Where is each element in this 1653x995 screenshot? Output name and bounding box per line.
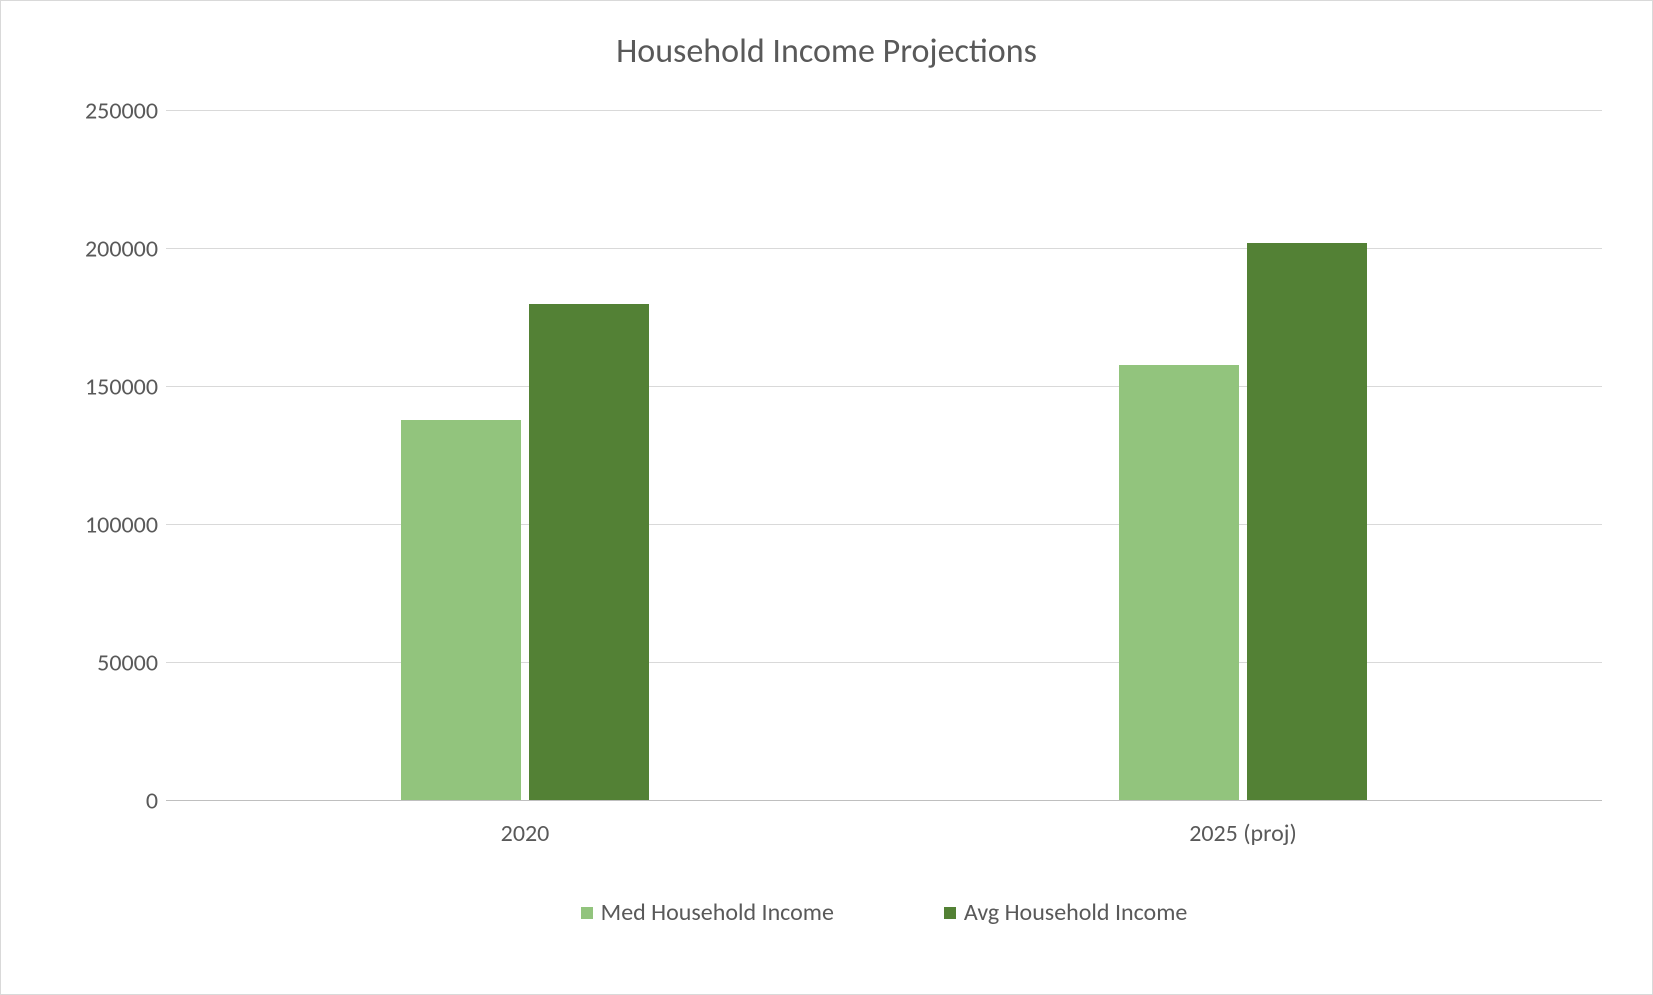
bars-area (166, 111, 1602, 801)
chart-title: Household Income Projections (1, 1, 1652, 72)
legend-swatch (944, 907, 956, 919)
x-tick-label: 2020 (166, 819, 884, 848)
bar (529, 304, 649, 801)
axis-baseline (166, 800, 1602, 801)
plot-area: 050000100000150000200000250000 (166, 111, 1602, 801)
y-tick-label: 100000 (0, 511, 158, 540)
y-tick-label: 250000 (0, 97, 158, 126)
bar (401, 420, 521, 801)
legend-swatch (581, 907, 593, 919)
legend: Med Household Income Avg Household Income (166, 898, 1602, 927)
legend-item: Med Household Income (581, 898, 834, 927)
legend-item: Avg Household Income (944, 898, 1187, 927)
x-tick-label: 2025 (proj) (884, 819, 1602, 848)
chart-container: Household Income Projections 05000010000… (0, 0, 1653, 995)
category-group (166, 111, 884, 801)
bar (1119, 365, 1239, 801)
category-group (884, 111, 1602, 801)
y-tick-label: 200000 (0, 235, 158, 264)
y-axis: 050000100000150000200000250000 (1, 111, 166, 801)
x-axis-labels: 20202025 (proj) (166, 819, 1602, 848)
y-tick-label: 0 (0, 787, 158, 816)
legend-label: Avg Household Income (964, 898, 1187, 927)
bar (1247, 243, 1367, 801)
y-tick-label: 50000 (0, 649, 158, 678)
legend-label: Med Household Income (601, 898, 834, 927)
y-tick-label: 150000 (0, 373, 158, 402)
